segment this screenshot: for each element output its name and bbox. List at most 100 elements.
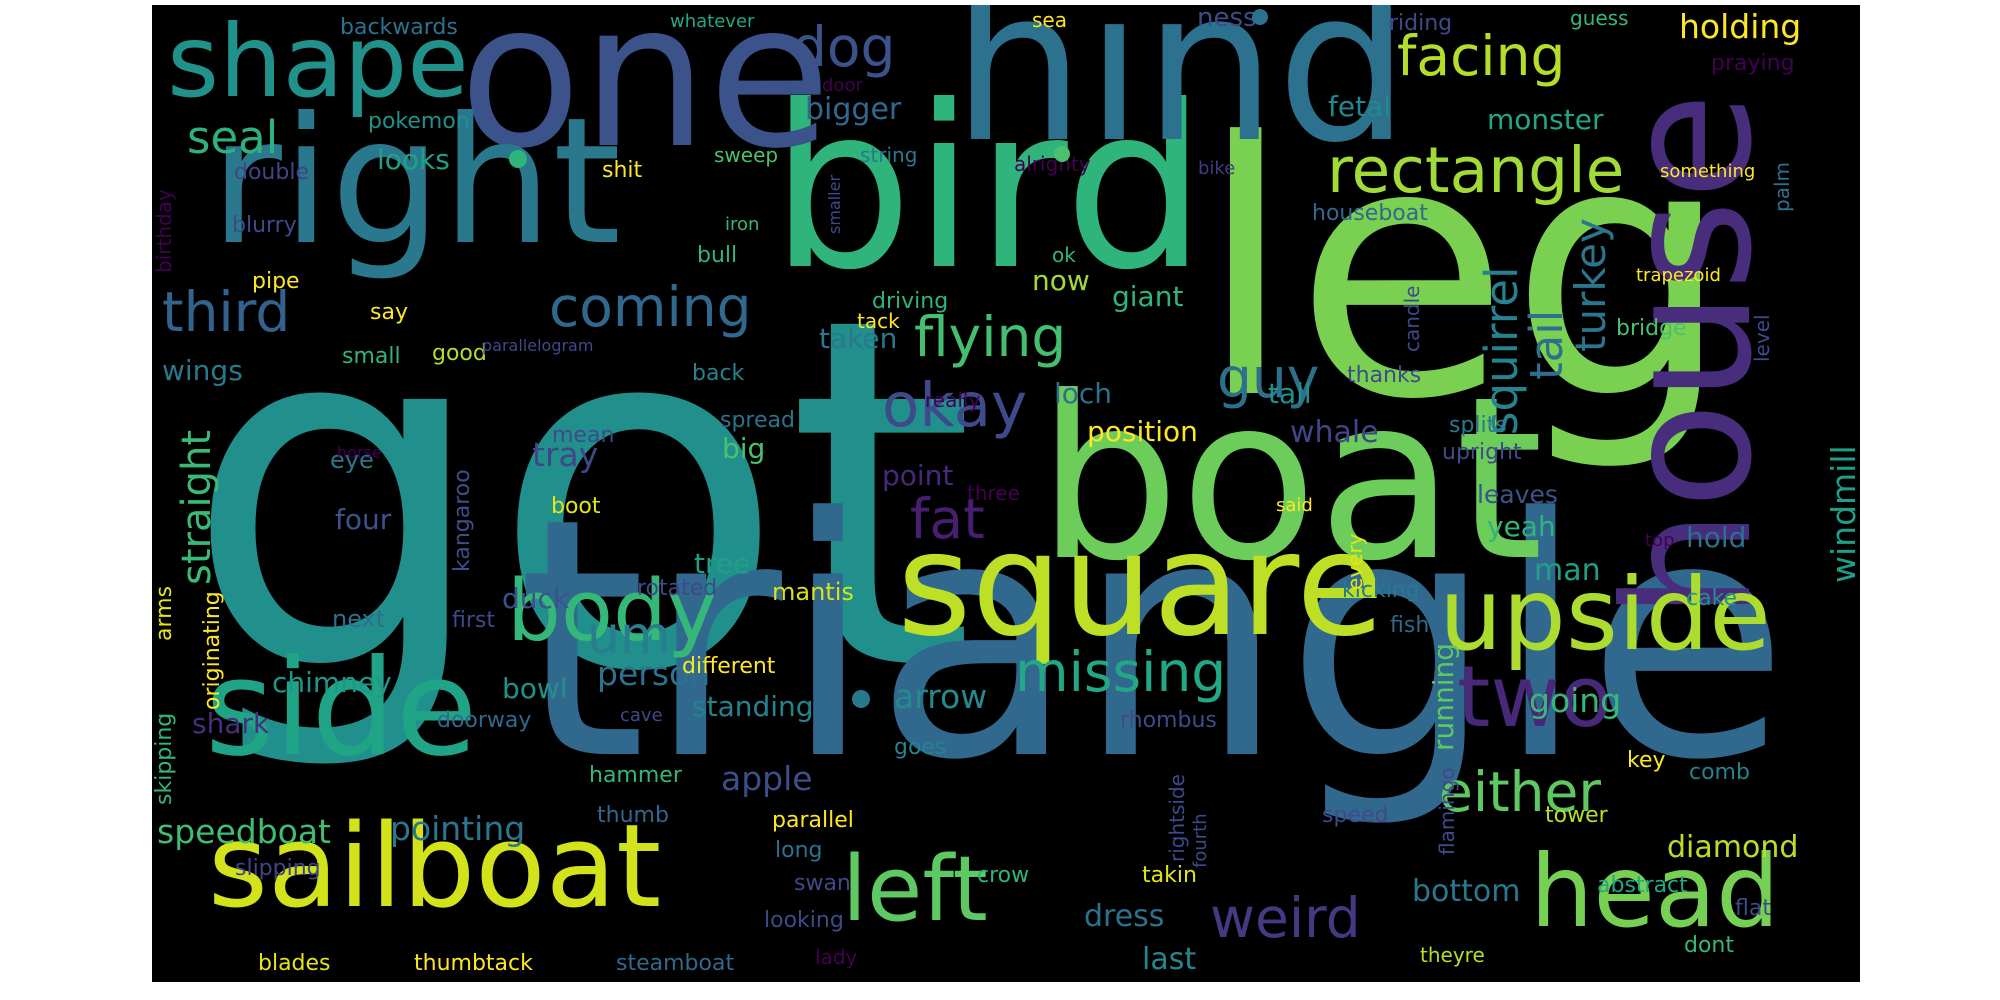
word-praying: praying — [1711, 51, 1795, 76]
word-takin: takin — [1142, 863, 1197, 888]
word-pointing: pointing — [390, 809, 526, 848]
word-looking: looking — [764, 908, 844, 933]
word-tree: tree — [694, 547, 751, 580]
word-upside: upside — [1439, 556, 1771, 673]
word-cake: cake — [1686, 586, 1738, 611]
word-thumbtack: thumbtack — [414, 951, 533, 976]
word-windmill: windmill — [1824, 445, 1860, 583]
word-comb: comb — [1689, 760, 1750, 785]
word-pokemon: pokemon — [368, 109, 470, 134]
word-rotated: rotated — [637, 576, 718, 601]
word-facing: facing — [1397, 24, 1566, 88]
word-doorway: doorway — [437, 708, 532, 733]
word-boot: boot — [551, 494, 601, 519]
word-birthday: birthday — [152, 189, 176, 273]
word-steamboat: steamboat — [616, 951, 735, 976]
dot-mark — [852, 690, 870, 708]
word-mantis: mantis — [772, 578, 854, 606]
word-hold: hold — [1686, 521, 1747, 554]
word-eye: eye — [330, 446, 374, 474]
dot-mark — [1252, 9, 1268, 25]
word-double: double — [234, 160, 309, 185]
word-cloud: got triangle leg boat bird hind one right house s… — [152, 5, 1860, 982]
word-driving: driving — [872, 289, 949, 314]
word-really: really — [925, 388, 981, 412]
word-parallelogram: parallelogram — [482, 336, 594, 355]
word-say: say — [370, 300, 408, 325]
word-key: key — [1627, 748, 1666, 773]
word-leg: leg — [1197, 68, 1732, 476]
word-fetal: fetal — [1328, 90, 1391, 123]
word-standing: standing — [692, 690, 814, 723]
word-guy: guy — [1217, 346, 1320, 410]
word-boat: boat — [1037, 349, 1544, 611]
word-thumb: thumb — [597, 803, 669, 828]
word-said: said — [1276, 495, 1313, 516]
word-candle: candle — [1400, 285, 1424, 352]
word-shit: shit — [602, 158, 643, 183]
word-flamingo: flamingo — [1435, 767, 1459, 856]
word-originating: originating — [200, 591, 225, 710]
word-level: level — [1750, 314, 1774, 362]
word-fourth: fourth — [1190, 813, 1211, 868]
word-either: either — [1439, 760, 1601, 824]
word-loch: loch — [1054, 377, 1113, 410]
word-seal: seal — [187, 111, 279, 164]
word-chimney: chimney — [272, 666, 392, 699]
word-trapezoid: trapezoid — [1636, 265, 1721, 286]
word-mean: mean — [552, 423, 615, 448]
word-blades: blades — [258, 951, 331, 976]
word-back: back — [692, 361, 745, 386]
word-riding: riding — [1389, 11, 1453, 36]
word-cave: cave — [620, 705, 663, 726]
word-skipping: skipping — [152, 712, 177, 805]
word-now: now — [1032, 264, 1090, 297]
word-turkey: turkey — [1566, 218, 1615, 352]
word-every: every — [1343, 533, 1367, 590]
word-spread: spread — [720, 408, 795, 433]
word-point: point — [882, 459, 954, 492]
word-rectangle: rectangle — [1327, 134, 1625, 207]
word-different: different — [682, 654, 776, 679]
word-top: top — [1645, 530, 1675, 551]
word-last: last — [1142, 942, 1197, 977]
word-tower: tower — [1545, 803, 1608, 828]
word-running: running — [1427, 642, 1460, 751]
word-goes: goes — [894, 735, 947, 760]
word-weird: weird — [1210, 886, 1361, 950]
word-sea: sea — [1032, 8, 1067, 32]
word-dont: dont — [1684, 933, 1734, 958]
word-um: um — [587, 606, 671, 666]
dot-mark — [1054, 146, 1070, 162]
word-kicking: kicking — [1342, 578, 1420, 603]
word-first: first — [452, 608, 495, 633]
word-parallel: parallel — [772, 808, 854, 833]
word-got: got — [184, 215, 976, 777]
word-iron: iron — [725, 214, 760, 235]
word-upright: upright — [1442, 440, 1522, 465]
word-bird: bird — [770, 58, 1207, 320]
word-apple: apple — [721, 759, 813, 798]
word-three: three — [967, 481, 1020, 505]
word-right: right — [210, 81, 622, 284]
word-crow: crow — [977, 863, 1030, 888]
word-tail: tail — [1520, 309, 1573, 380]
word-missing: missing — [1015, 640, 1227, 704]
word-yeah: yeah — [1487, 510, 1556, 543]
word-giant: giant — [1112, 280, 1184, 313]
word-whale: whale — [1290, 415, 1379, 450]
word-something: something — [1660, 161, 1756, 182]
word-bigger: bigger — [805, 92, 902, 127]
word-string: string — [860, 143, 918, 167]
word-guess: guess — [1570, 6, 1629, 30]
word-next: next — [332, 605, 386, 633]
word-okay: okay — [882, 370, 1028, 441]
word-person: person — [597, 654, 711, 693]
word-blurry: blurry — [232, 213, 297, 238]
word-arms: arms — [152, 585, 177, 641]
word-shark: shark — [192, 707, 270, 740]
word-whatever: whatever — [670, 11, 755, 32]
word-body: body — [507, 562, 718, 661]
word-bull: bull — [697, 243, 738, 268]
word-kangaroo: kangaroo — [450, 469, 475, 572]
